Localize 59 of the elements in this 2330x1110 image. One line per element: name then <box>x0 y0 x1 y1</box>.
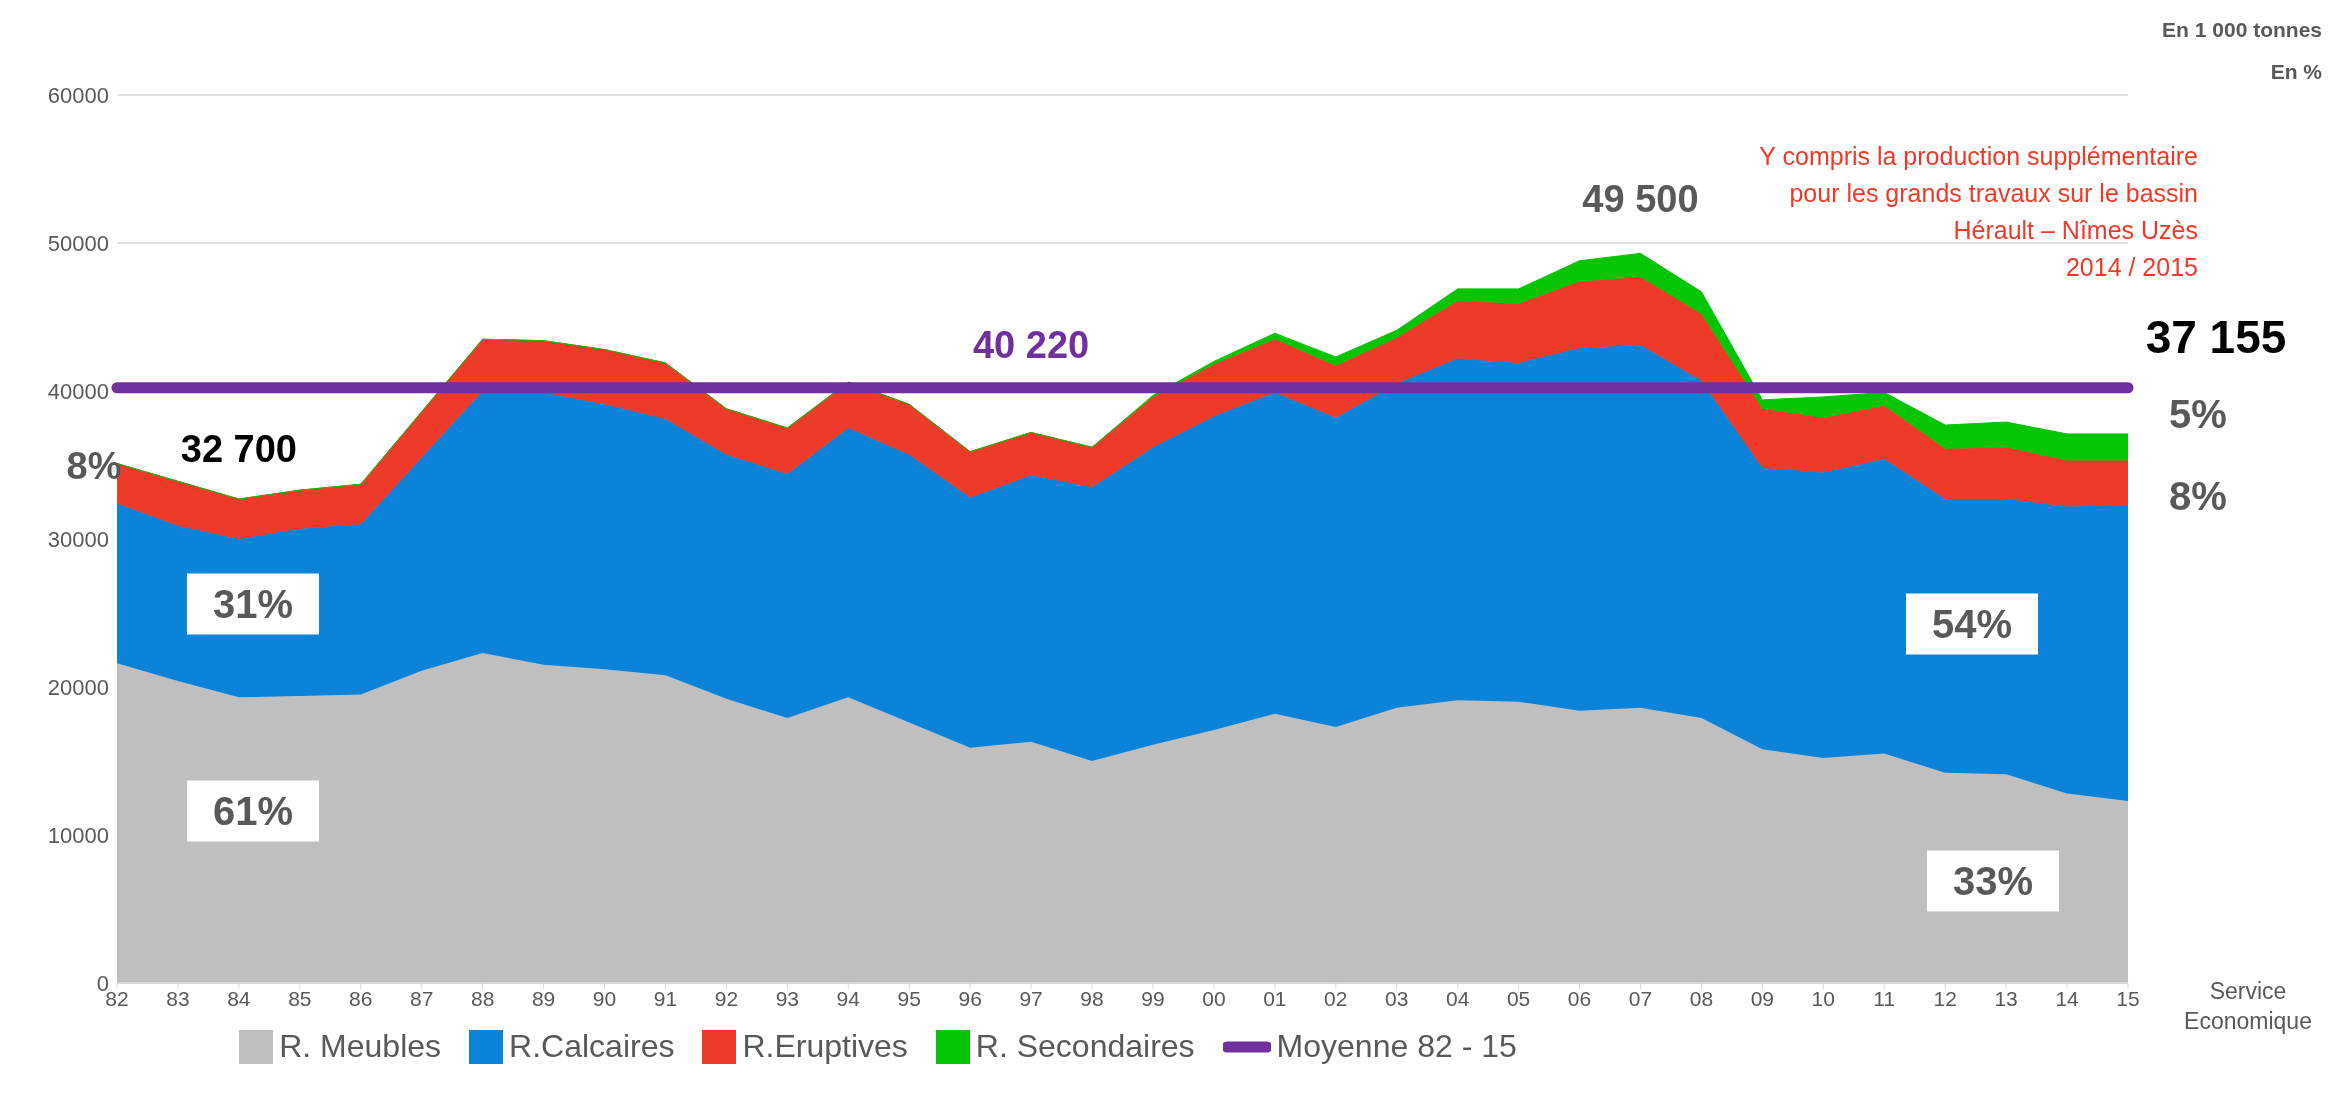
x-tick-label: 91 <box>653 986 678 1010</box>
x-tick-label: 15 <box>2116 986 2140 1010</box>
annotation: 31% <box>186 573 320 635</box>
x-tick-label: 92 <box>714 986 739 1010</box>
legend-label: Moyenne 82 - 15 <box>1276 1028 1517 1065</box>
annotation: 49 500 <box>1582 178 1699 221</box>
text: Service Economique <box>2184 977 2312 1036</box>
legend-label: R. Secondaires <box>975 1028 1195 1065</box>
annotation: 40 220 <box>972 323 1090 366</box>
annotation: 61% <box>186 780 320 842</box>
x-tick-label: 00 <box>1202 986 1226 1010</box>
x-tick-label: 05 <box>1506 986 1531 1010</box>
x-tick-label: 01 <box>1263 986 1287 1010</box>
x-tick-label: 85 <box>288 986 312 1010</box>
y-tick-label: 40000 <box>47 378 109 404</box>
annotation: 8% <box>66 444 122 488</box>
x-tick-label: 84 <box>227 986 251 1010</box>
x-tick-label: 96 <box>958 986 982 1010</box>
x-tick-label: 03 <box>1385 986 1409 1010</box>
x-tick-label: 97 <box>1019 986 1043 1010</box>
annotation: 32 700 <box>180 428 297 471</box>
y-tick-label: 10000 <box>47 822 109 848</box>
x-tick-label: 95 <box>897 986 921 1010</box>
legend-label: R. Meubles <box>279 1028 442 1065</box>
x-tick-label: 10 <box>1811 986 1835 1010</box>
x-tick-label: 13 <box>1994 986 2018 1010</box>
x-tick-label: 94 <box>836 986 861 1010</box>
x-tick-label: 11 <box>1873 986 1896 1010</box>
annotation: 54% <box>1905 593 2039 655</box>
text: 5% <box>2169 391 2227 437</box>
x-tick-label: 08 <box>1689 986 1714 1010</box>
annotation: 37 155 <box>2145 311 2287 364</box>
annotation: 33% <box>1926 850 2060 912</box>
text: 8% <box>2169 473 2227 519</box>
annotation: Y compris la production supplémentaire pour les grands travaux sur le bassin Hérault – Nîmes Uzès 2014 / 2015 <box>1759 141 2198 283</box>
x-tick-label: 98 <box>1080 986 1104 1010</box>
x-tick-label: 02 <box>1324 986 1348 1010</box>
text: En 1 000 tonnes <box>2162 18 2322 42</box>
y-tick-label: 60000 <box>47 82 109 108</box>
y-tick-label: 30000 <box>47 526 109 552</box>
y-tick-label: 20000 <box>47 674 109 700</box>
x-tick-label: 93 <box>775 986 800 1010</box>
x-tick-label: 06 <box>1567 986 1592 1010</box>
x-tick-label: 04 <box>1445 986 1470 1010</box>
x-tick-label: 88 <box>470 986 495 1010</box>
x-tick-label: 87 <box>410 986 434 1010</box>
text: En % <box>2270 60 2322 84</box>
legend-label: R.Calcaires <box>509 1028 675 1065</box>
x-tick-label: 12 <box>1933 986 1957 1010</box>
x-tick-label: 99 <box>1141 986 1165 1010</box>
y-tick-label: 50000 <box>47 230 109 256</box>
x-tick-label: 07 <box>1628 986 1653 1010</box>
x-tick-label: 83 <box>166 986 190 1010</box>
x-tick-label: 86 <box>349 986 373 1010</box>
legend-label: R.Eruptives <box>742 1028 908 1065</box>
x-tick-label: 90 <box>592 986 617 1010</box>
x-tick-label: 14 <box>2055 986 2080 1010</box>
x-tick-label: 89 <box>531 986 556 1010</box>
x-tick-label: 09 <box>1750 986 1775 1010</box>
